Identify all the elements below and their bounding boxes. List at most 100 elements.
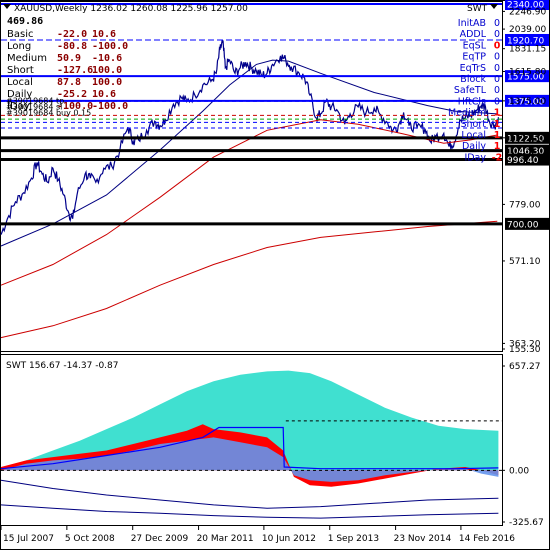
price-level-box	[505, 153, 549, 166]
price-level-box	[505, 0, 549, 10]
y-tick-label: 2246.90	[509, 7, 546, 17]
y-tick-label: 779.00	[509, 200, 541, 210]
x-tick-label: 5 Oct 2008	[65, 534, 115, 544]
value-readout: 469.86	[7, 16, 43, 27]
flag-value: 0	[494, 74, 500, 85]
flag-label: SafeTL	[454, 85, 487, 96]
panel-row-label: Basic	[7, 29, 33, 40]
flag-value: 0	[494, 85, 500, 96]
main-price-chart[interactable]	[0, 39, 499, 339]
price-level-label: 2340.00	[507, 1, 544, 11]
panel-row-value-1: 87.8	[57, 77, 81, 88]
panel-row-value-1: -127.6	[57, 65, 93, 76]
flag-value: 0	[494, 18, 500, 29]
indicator-dropdown-icon[interactable]	[490, 4, 498, 9]
status-flags-panel: InitAB 0 ADDL 0 EqSL 0 EqTP 0 EqTrS 0 Block 0 SafeTL…	[448, 18, 502, 163]
sub-panel-frame	[0, 354, 503, 526]
swt-lower-line-1	[0, 479, 499, 509]
flag-label: EqTrS	[460, 63, 486, 74]
flag-label: Short	[461, 119, 487, 130]
sub-y-tick-label: 0.00	[509, 466, 529, 476]
y-tick-label: 2039.00	[509, 25, 546, 35]
main-panel-frame	[0, 1, 503, 352]
y-tick-label: 1615.80	[509, 67, 546, 77]
order-labels: #39019684 tp#39019684 sl#39019684 buy 0.…	[6, 96, 91, 117]
y-tick-label: 155.30	[509, 345, 541, 355]
price-level-label: 1122.50	[507, 134, 544, 144]
swt-lower-line-2	[0, 504, 499, 519]
flag-value: 0	[494, 96, 500, 107]
swt-blue-step-line	[0, 426, 499, 470]
chart-title: XAUUSD,Weekly 1236.02 1260.08 1225.96 12…	[14, 4, 248, 14]
panel-row-value-2: 10.6	[92, 29, 116, 40]
flag-value: -2	[492, 152, 503, 163]
flag-value: 0	[494, 40, 501, 51]
flag-label: Local	[461, 130, 486, 141]
flag-label: ADDL	[460, 29, 487, 40]
x-tick-label: 14 Feb 2016	[459, 534, 515, 544]
sub-y-tick-label: 657.27	[509, 362, 541, 372]
flag-label: Medium	[448, 108, 486, 119]
price-level-box	[505, 131, 549, 144]
flag-value: 1	[494, 119, 501, 130]
swt-indicator-chart[interactable]	[0, 370, 502, 519]
flag-label: InitAB	[458, 18, 486, 29]
order-label: #39019684 sl	[6, 102, 62, 111]
sub-panel-title: SWT 156.67 -14.37 -0.87	[6, 361, 118, 371]
flag-label: EqSL	[463, 40, 487, 51]
flag-value: 1	[494, 108, 501, 119]
panel-row-value-2: -100.0	[92, 41, 128, 52]
panel-row-label: Short	[7, 65, 34, 76]
flag-label: Daily	[462, 141, 486, 152]
panel-row-value-1: -22.0	[57, 29, 87, 40]
x-tick-label: 10 Jun 2012	[262, 534, 316, 544]
x-tick-label: 1 Sep 2013	[328, 534, 379, 544]
x-tick-label: 15 Jul 2007	[3, 534, 54, 544]
panel-row-value-2: 100.0	[92, 77, 122, 88]
flag-label: IDay	[464, 152, 486, 163]
panel-row-label: Daily	[7, 89, 32, 100]
price-level-label: 1920.70	[507, 36, 544, 46]
price-line	[0, 39, 499, 235]
swt-cyan-area	[1, 370, 499, 471]
price-level-label: 1046.30	[507, 147, 544, 157]
price-level-box	[505, 217, 549, 230]
x-tick-label: 23 Nov 2014	[394, 534, 452, 544]
price-level-label: 700.00	[507, 220, 539, 230]
flag-value: 1	[494, 130, 501, 141]
axes: 2246.90 2039.00 1831.15 1615.80 1375.00 1122.…	[0, 7, 546, 544]
flag-value: 0	[494, 52, 500, 63]
panel-row-value-2: -10.6	[92, 53, 122, 64]
order-label: #39019684 buy 0.15	[6, 108, 91, 117]
y-tick-label: 571.10	[509, 257, 541, 267]
flag-label: EqTP	[462, 52, 486, 63]
y-tick-label: 1831.15	[509, 45, 546, 55]
panel-row-value-1: -100.0	[57, 101, 93, 112]
indicator-tag: SWT	[467, 4, 488, 14]
panel-row-label: Long	[7, 41, 31, 52]
flag-value: 0	[494, 63, 500, 74]
panel-row-label: Medium	[7, 53, 47, 64]
ma-red-line	[0, 119, 498, 286]
flag-value: 0	[494, 29, 500, 40]
x-tick-label: 20 Mar 2011	[197, 534, 254, 544]
price-levels: 2340.00 1920.70 1575.00 1375.00 1122.50 1046.…	[1, 0, 549, 230]
price-level-label: 1375.00	[507, 97, 544, 107]
panel-row-label: Local	[7, 77, 33, 88]
flag-value: 1	[494, 141, 501, 152]
panel-row-value-2: 10.6	[92, 89, 116, 100]
window-dropdown-icon[interactable]	[3, 4, 11, 9]
y-tick-label: 363.20	[509, 339, 541, 349]
panel-row-value-1: -25.2	[57, 89, 87, 100]
order-label: #39019684 tp	[6, 96, 64, 105]
price-level-box	[505, 94, 549, 107]
panel-row-value-2: -100.0	[92, 101, 128, 112]
flag-label: Block	[460, 74, 486, 85]
price-level-label: 1575.00	[507, 73, 544, 83]
price-level-label: 996.40	[507, 156, 539, 166]
title-group: XAUUSD,Weekly 1236.02 1260.08 1225.96 12…	[3, 4, 498, 27]
panel-row-label: IDay	[7, 101, 30, 112]
x-tick-label: 27 Dec 2009	[131, 534, 189, 544]
